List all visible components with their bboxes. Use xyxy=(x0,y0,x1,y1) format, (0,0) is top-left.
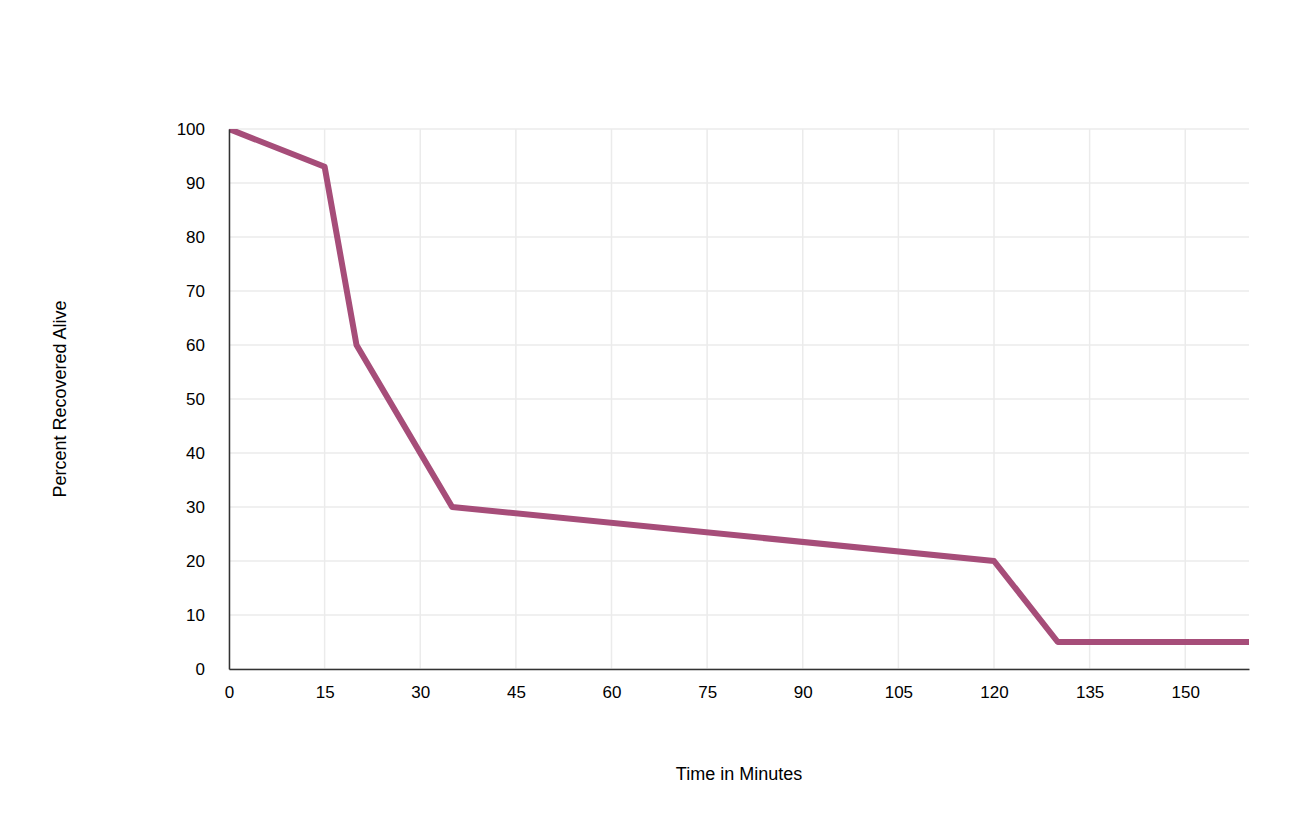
grid-line-y xyxy=(229,452,1249,454)
y-tick: 80 xyxy=(186,228,229,247)
y-tick: 0 xyxy=(196,660,229,679)
grid-line-y xyxy=(229,668,1249,670)
grid-line-y xyxy=(229,236,1249,238)
grid-line-y xyxy=(229,128,1249,130)
x-tick: 15 xyxy=(316,669,335,702)
x-tick: 45 xyxy=(507,669,526,702)
x-tick-label: 150 xyxy=(1172,683,1200,702)
x-tick-label: 45 xyxy=(507,683,526,702)
y-tick: 10 xyxy=(186,606,229,625)
plot: 0 15 30 45 60 75 90 105 120 135 150 0 10 20 30 40 50 60 70… xyxy=(177,120,1250,702)
x-tick: 75 xyxy=(698,669,717,702)
y-tick-label: 40 xyxy=(186,444,205,463)
y-tick-label: 50 xyxy=(186,390,205,409)
x-tick: 90 xyxy=(794,669,813,702)
grid xyxy=(229,129,1249,669)
y-tick-label: 30 xyxy=(186,498,205,517)
x-tick: 60 xyxy=(603,669,622,702)
y-tick: 60 xyxy=(186,336,229,355)
grid-line-y xyxy=(229,506,1249,508)
x-tick-label: 90 xyxy=(794,683,813,702)
y-tick: 40 xyxy=(186,444,229,463)
y-tick-label: 80 xyxy=(186,228,205,247)
x-axis: 0 15 30 45 60 75 90 105 120 135 150 xyxy=(225,669,1250,702)
x-axis-title: Time in Minutes xyxy=(676,764,802,784)
x-tick-label: 0 xyxy=(225,683,234,702)
y-axis-title: Percent Recovered Alive xyxy=(50,300,70,497)
grid-line-y xyxy=(229,560,1249,562)
x-tick: 30 xyxy=(411,669,430,702)
y-tick-label: 100 xyxy=(177,120,205,139)
grid-line-y xyxy=(229,290,1249,292)
grid-line-y xyxy=(229,614,1249,616)
y-tick: 100 xyxy=(177,120,229,139)
data-layer xyxy=(229,129,1249,642)
x-axis-line xyxy=(230,669,1250,671)
y-tick-label: 60 xyxy=(186,336,205,355)
grid-line-y xyxy=(229,344,1249,346)
x-tick-label: 135 xyxy=(1076,683,1104,702)
x-tick-label: 15 xyxy=(316,683,335,702)
y-tick: 20 xyxy=(186,552,229,571)
x-tick-label: 105 xyxy=(885,683,913,702)
y-tick-label: 20 xyxy=(186,552,205,571)
data-line xyxy=(229,129,1249,642)
x-tick: 0 xyxy=(225,669,234,702)
x-tick-label: 75 xyxy=(698,683,717,702)
x-tick: 150 xyxy=(1172,669,1200,702)
y-tick: 50 xyxy=(186,390,229,409)
y-axis-line xyxy=(229,130,231,670)
grid-line-y xyxy=(229,398,1249,400)
y-tick: 70 xyxy=(186,282,229,301)
x-tick-label: 30 xyxy=(411,683,430,702)
x-tick-label: 60 xyxy=(603,683,622,702)
x-tick: 105 xyxy=(885,669,913,702)
x-tick: 120 xyxy=(980,669,1008,702)
y-tick-label: 10 xyxy=(186,606,205,625)
x-tick-label: 120 xyxy=(980,683,1008,702)
grid-line-y xyxy=(229,182,1249,184)
y-tick: 90 xyxy=(186,174,229,193)
y-tick-label: 0 xyxy=(196,660,205,679)
y-axis: 0 10 20 30 40 50 60 70 80 90 100 xyxy=(177,120,230,679)
grid-line-x xyxy=(228,129,230,669)
y-tick-label: 70 xyxy=(186,282,205,301)
y-tick-label: 90 xyxy=(186,174,205,193)
chart: 0 15 30 45 60 75 90 105 120 135 150 0 10 20 30 40 50 60 70… xyxy=(0,0,1306,834)
y-tick: 30 xyxy=(186,498,229,517)
x-tick: 135 xyxy=(1076,669,1104,702)
